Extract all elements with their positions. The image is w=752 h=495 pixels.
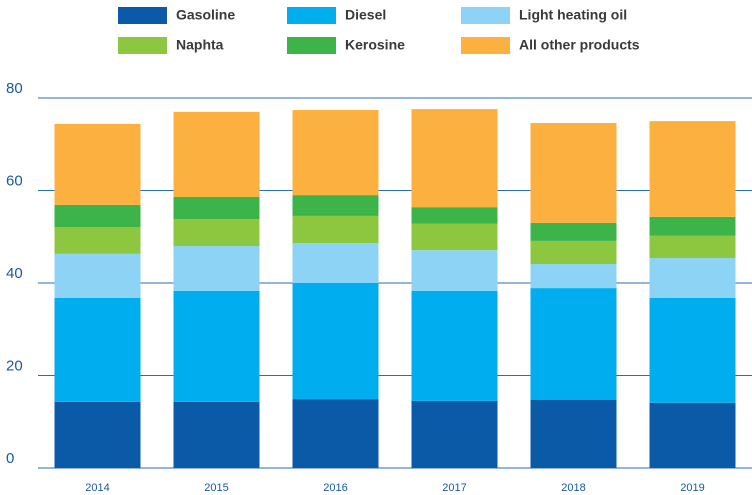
bar-segment bbox=[411, 223, 498, 251]
legend-label: Diesel bbox=[345, 7, 386, 23]
legend-swatch bbox=[118, 7, 167, 24]
bar-segment bbox=[530, 122, 617, 223]
legend-label: Light heating oil bbox=[519, 7, 627, 23]
bar-segment bbox=[649, 402, 736, 468]
bar-segment bbox=[530, 288, 617, 401]
bar-segment bbox=[292, 243, 379, 283]
bar-segment bbox=[173, 246, 260, 291]
bar-segment bbox=[173, 290, 260, 402]
legend-swatch bbox=[461, 37, 510, 54]
bar-segment bbox=[54, 204, 141, 228]
bar-segment bbox=[411, 400, 498, 468]
legend-swatch bbox=[287, 37, 336, 54]
x-tick-label: 2017 bbox=[442, 482, 466, 494]
y-tick-label: 80 bbox=[6, 80, 23, 97]
bar-segment bbox=[173, 111, 260, 197]
bar-segment bbox=[54, 253, 141, 298]
bar-segment bbox=[54, 123, 141, 205]
bar-segment bbox=[292, 283, 379, 400]
bar-segment bbox=[292, 399, 379, 468]
bar-segment bbox=[530, 400, 617, 468]
bar-segment bbox=[292, 110, 379, 196]
legend-label: Kerosine bbox=[345, 37, 405, 53]
y-tick-label: 20 bbox=[6, 357, 23, 374]
x-tick-label: 2019 bbox=[680, 482, 704, 494]
bar-segment bbox=[411, 250, 498, 291]
bar-segment bbox=[530, 264, 617, 289]
bar-segment bbox=[173, 219, 260, 246]
legend-swatch bbox=[287, 7, 336, 24]
legend-swatch bbox=[461, 7, 510, 24]
bar-segment bbox=[292, 195, 379, 216]
bar-segment bbox=[530, 222, 617, 241]
x-tick-label: 2016 bbox=[323, 482, 347, 494]
bar-segment bbox=[54, 227, 141, 254]
legend-label: Naphta bbox=[176, 37, 224, 53]
legend-label: All other products bbox=[519, 37, 640, 53]
bar-segment bbox=[173, 196, 260, 220]
bar-segment bbox=[54, 401, 141, 468]
bar-segment bbox=[649, 235, 736, 259]
bar-segment bbox=[292, 215, 379, 244]
y-tick-label: 0 bbox=[6, 450, 14, 467]
x-tick-label: 2018 bbox=[561, 482, 585, 494]
bar-segment bbox=[173, 401, 260, 468]
legend-label: Gasoline bbox=[176, 7, 235, 23]
bar-segment bbox=[649, 121, 736, 217]
x-tick-label: 2014 bbox=[85, 482, 109, 494]
bar-segment bbox=[530, 240, 617, 265]
y-tick-label: 40 bbox=[6, 265, 23, 282]
bar-segment bbox=[411, 207, 498, 224]
bar-segment bbox=[54, 297, 141, 402]
legend-swatch bbox=[118, 37, 167, 54]
bar-segment bbox=[411, 109, 498, 208]
bar-segment bbox=[411, 290, 498, 401]
bar-segment bbox=[649, 297, 736, 403]
x-tick-label: 2015 bbox=[204, 482, 228, 494]
bar-segment bbox=[649, 216, 736, 236]
bar-segment bbox=[649, 258, 736, 298]
y-tick-label: 60 bbox=[6, 172, 23, 189]
